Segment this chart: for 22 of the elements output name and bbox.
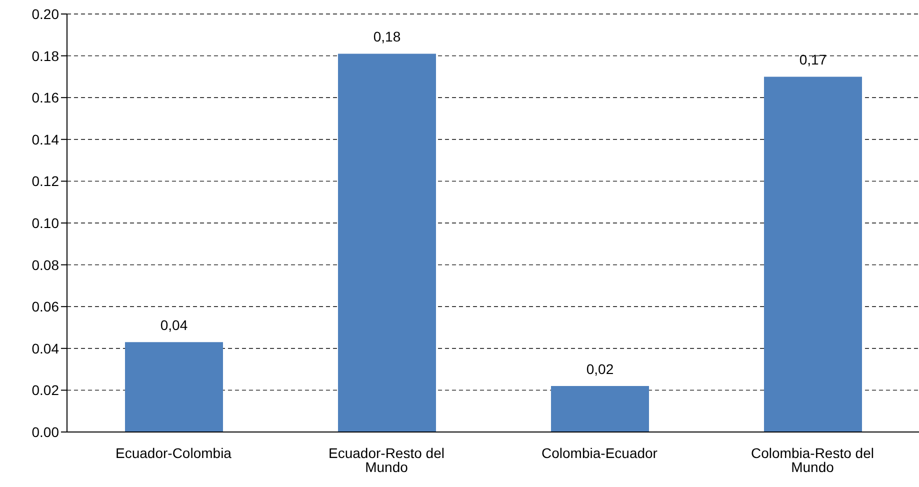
y-tick-label: 0.00: [32, 424, 60, 440]
y-tick-label: 0.06: [32, 298, 60, 315]
x-tick-label: Ecuador-Colombia: [116, 444, 232, 461]
y-tick-label: 0.08: [32, 256, 60, 273]
y-tick-label: 0.20: [32, 6, 60, 22]
x-tick-label: Ecuador-Resto del Mundo: [328, 444, 444, 475]
bar: [764, 76, 862, 432]
bar: [125, 342, 223, 432]
bar: [551, 386, 649, 432]
x-tick-label: Colombia-Ecuador: [542, 444, 658, 461]
bar: [338, 54, 436, 432]
data-label: 0,04: [160, 317, 188, 334]
x-tick-label: Colombia-Resto del Mundo: [751, 444, 874, 475]
y-tick-label: 0.12: [32, 173, 60, 190]
data-label: 0,18: [373, 28, 401, 45]
y-tick-label: 0.04: [32, 340, 60, 356]
y-tick-label: 0.02: [32, 382, 60, 398]
y-tick-label: 0.10: [32, 214, 60, 231]
y-tick-label: 0.14: [32, 131, 60, 148]
y-tick-label: 0.16: [32, 90, 60, 106]
y-tick-label: 0.18: [32, 48, 60, 64]
data-label: 0,02: [586, 361, 614, 378]
